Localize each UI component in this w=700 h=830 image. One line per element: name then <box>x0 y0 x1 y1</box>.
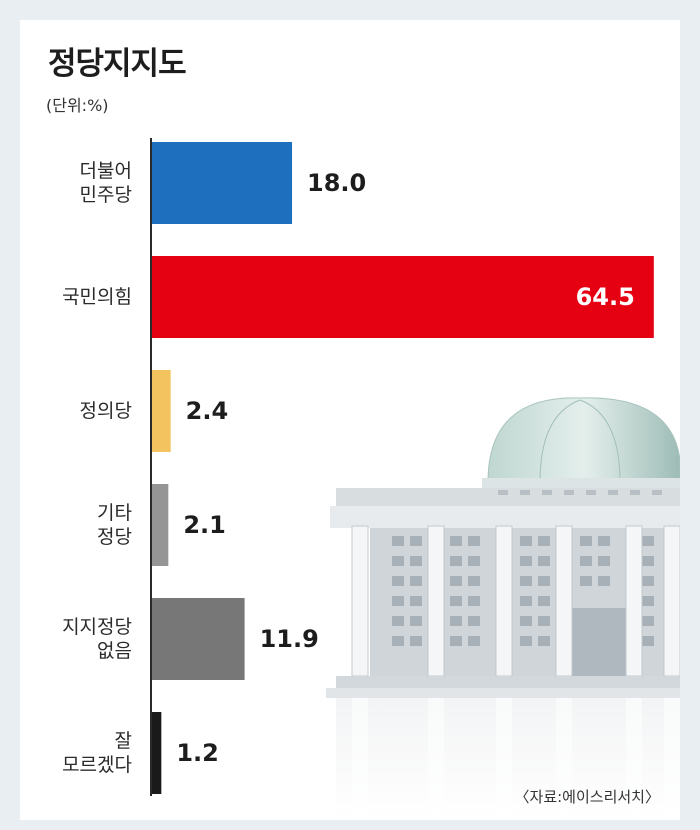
unit-label: (단위:%) <box>46 96 109 115</box>
chart-title: 정당지지도 <box>48 46 187 82</box>
bar-2 <box>152 256 654 338</box>
assembly-building-illustration <box>320 397 680 820</box>
value-label-4: 2.1 <box>183 511 226 539</box>
category-label-3: 정의당 <box>80 400 132 422</box>
bar-chart: 18.0 더불어 민주당 64.5 국민의힘 2.4 정의당 2.1 기타 정당 11.9 지지정당 없… <box>62 138 654 796</box>
bar-1 <box>152 142 293 224</box>
bar-6 <box>152 712 162 794</box>
category-label-2: 국민의힘 <box>62 286 132 308</box>
category-label-1: 더불어 민주당 <box>80 160 132 206</box>
bar-5 <box>152 598 245 680</box>
bar-4 <box>152 484 169 566</box>
source-note: 〈자료:에이스리서치〉 <box>514 788 660 806</box>
category-label-4: 기타 정당 <box>97 502 132 548</box>
value-label-3: 2.4 <box>186 397 229 425</box>
value-label-2: 64.5 <box>576 283 635 311</box>
infographic-frame: 정당지지도 (단위:%) 18.0 더불어 민주당 64.5 국민의힘 2.4 정의당 2.1… <box>20 20 680 820</box>
value-label-6: 1.2 <box>176 739 219 767</box>
value-label-5: 11.9 <box>260 625 319 653</box>
value-label-1: 18.0 <box>307 169 366 197</box>
bar-3 <box>152 370 171 452</box>
category-label-6: 잘 모르겠다 <box>62 730 132 776</box>
category-label-5: 지지정당 없음 <box>62 616 132 662</box>
